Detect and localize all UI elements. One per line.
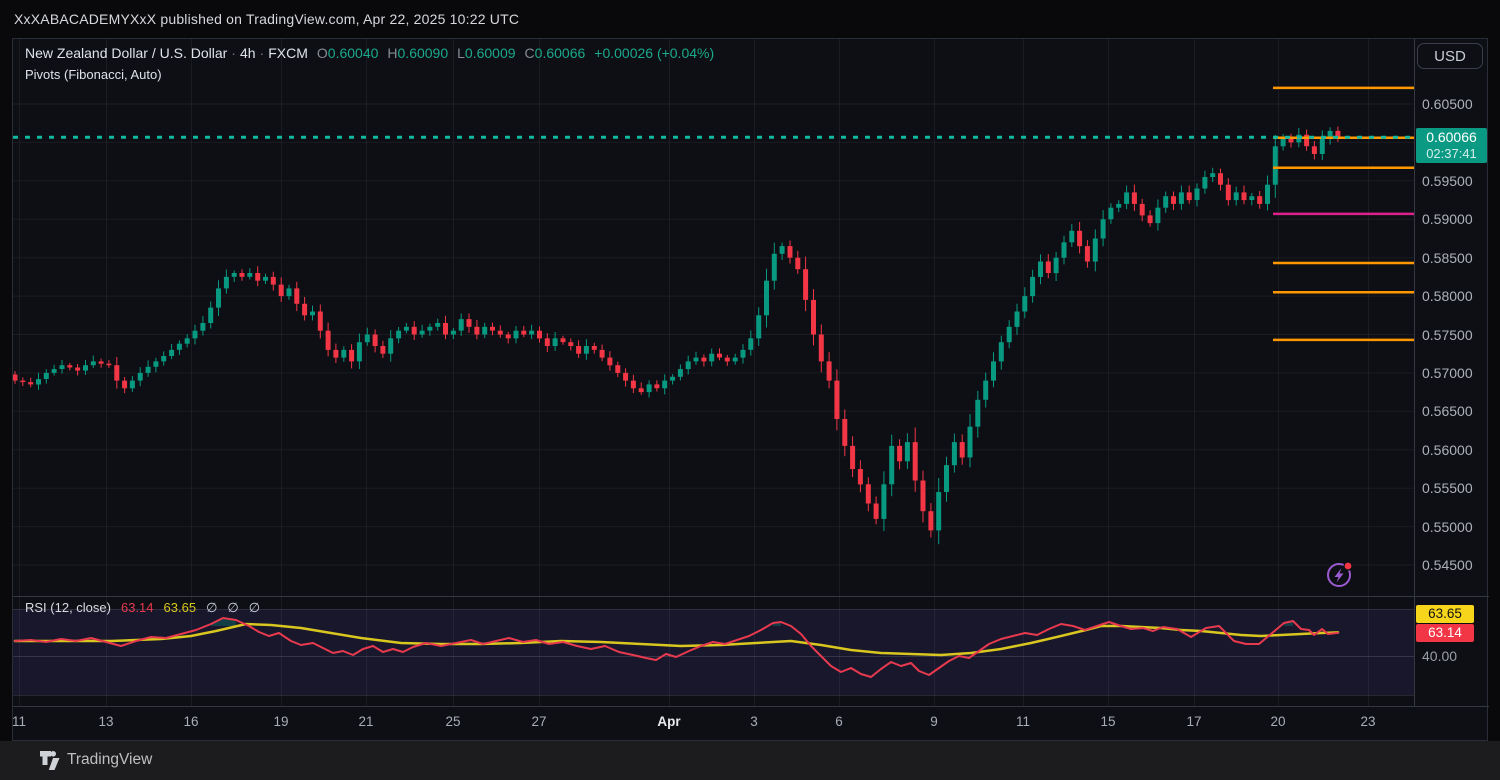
price-axis-label: 0.55500 (1422, 480, 1473, 497)
separator: · (259, 45, 265, 61)
last-price-value: 0.60066 (1426, 129, 1477, 146)
price-axis-label: 0.57500 (1422, 326, 1473, 343)
rsi-legend[interactable]: RSI (12, close) 63.14 63.65 ∅ ∅ ∅ (25, 600, 260, 616)
time-axis-label: 16 (183, 714, 199, 729)
time-axis-label: Apr (657, 714, 681, 729)
ohlc-letter: L (457, 45, 465, 61)
grid (13, 39, 1414, 706)
interval-label: 4h (239, 45, 256, 61)
change-value: +0.00026 (+0.04%) (594, 45, 715, 61)
indicator-legend-row[interactable]: Pivots (Fibonacci, Auto) (25, 66, 714, 83)
separator: · (231, 45, 236, 61)
time-axis-label: 11 (11, 714, 26, 729)
price-axis-label: 0.59000 (1422, 211, 1473, 228)
price-axis-label: 0.54500 (1422, 557, 1473, 573)
ohlc-value: 0.60066 (534, 45, 586, 61)
exchange-label: FXCM (268, 45, 308, 61)
rsi-yellow-value-label: 63.65 (1416, 605, 1474, 623)
price-axis-label: 0.58000 (1422, 288, 1473, 305)
time-axis-label: 25 (445, 714, 461, 729)
rsi-red-line (14, 617, 1339, 678)
chart-legend: New Zealand Dollar / U.S. Dollar · 4h · FXCM… (25, 44, 714, 83)
last-price-label[interactable]: 0.60066 02:37:41 (1416, 128, 1487, 164)
time-axis-label: 20 (1270, 714, 1286, 729)
ohlc-letter: O (316, 45, 328, 61)
time-axis[interactable]: 11 13 16 19 21 25 27 Apr 3 6 9 11 15 17 20 23 (12, 707, 1414, 741)
ohlc-value: 0.60090 (397, 45, 449, 61)
price-axis-label: 0.56500 (1422, 403, 1473, 420)
rsi-red-inline-value: 63.14 (120, 600, 154, 615)
pane-separators[interactable] (13, 39, 1489, 707)
ohlc-value: 0.60009 (464, 45, 516, 61)
time-axis-label: 6 (835, 714, 843, 729)
price-axis-label: 0.58500 (1422, 249, 1473, 266)
time-axis-label: 15 (1100, 714, 1116, 729)
ohlc-letter: H (387, 45, 398, 61)
indicator-label[interactable]: Pivots (Fibonacci, Auto) (25, 67, 162, 82)
symbol-title: New Zealand Dollar / U.S. Dollar (25, 45, 228, 61)
time-axis-label: 17 (1186, 714, 1202, 729)
rsi-yellow-inline-value: 63.65 (163, 600, 197, 615)
price-axis-label: 0.57000 (1422, 364, 1473, 381)
bar-countdown: 02:37:41 (1426, 146, 1477, 162)
ohlc-letter: C (524, 45, 535, 61)
tradingview-logo-icon[interactable] (40, 751, 62, 770)
time-axis-label: 27 (531, 714, 547, 729)
rsi-empty-param: ∅ (227, 600, 239, 615)
symbol-legend-row[interactable]: New Zealand Dollar / U.S. Dollar · 4h · FXCM… (25, 44, 714, 63)
time-axis-label: 13 (98, 714, 114, 729)
rsi-red-value-label: 63.14 (1416, 624, 1474, 642)
tradingview-brand-text[interactable]: TradingView (67, 751, 153, 768)
time-axis-label: 3 (750, 714, 758, 729)
candles (13, 126, 1341, 545)
rsi-yellow-line (13, 622, 1340, 657)
price-axis-label: 0.55000 (1422, 518, 1473, 535)
rsi-empty-param: ∅ (248, 600, 261, 615)
time-axis-label: 21 (358, 714, 374, 729)
time-axis-label: 19 (273, 714, 289, 729)
chart-widget: New Zealand Dollar / U.S. Dollar · 4h · FXCM… (12, 38, 1489, 742)
time-axis-label: 23 (1360, 714, 1376, 729)
fibonacci-pivot-lines[interactable] (1273, 86, 1414, 342)
rsi-empty-param: ∅ (206, 600, 218, 615)
chart-canvas[interactable] (13, 39, 1489, 742)
footer-bar: TradingView (0, 741, 1500, 780)
ohlc-value: 0.60040 (327, 45, 379, 61)
price-axis-label: 0.59500 (1422, 172, 1473, 189)
rsi-axis-label: 40.00 (1422, 648, 1458, 664)
price-axis[interactable]: 0.60500 0.59500 0.59000 0.58500 0.58000 0.575… (1415, 39, 1489, 706)
time-axis-label: 9 (930, 714, 938, 729)
rsi-title: RSI (12, close) (25, 600, 111, 615)
currency-button[interactable]: USD (1417, 43, 1483, 69)
publish-bar: XxXABACADEMYXxX published on TradingView… (0, 0, 1500, 38)
price-axis-label: 0.60500 (1422, 96, 1473, 112)
time-axis-label: 11 (1015, 714, 1030, 729)
price-axis-label: 0.56000 (1422, 441, 1473, 458)
lightning-alert-icon[interactable] (1323, 557, 1357, 591)
publish-text: XxXABACADEMYXxX published on TradingView… (14, 11, 520, 27)
